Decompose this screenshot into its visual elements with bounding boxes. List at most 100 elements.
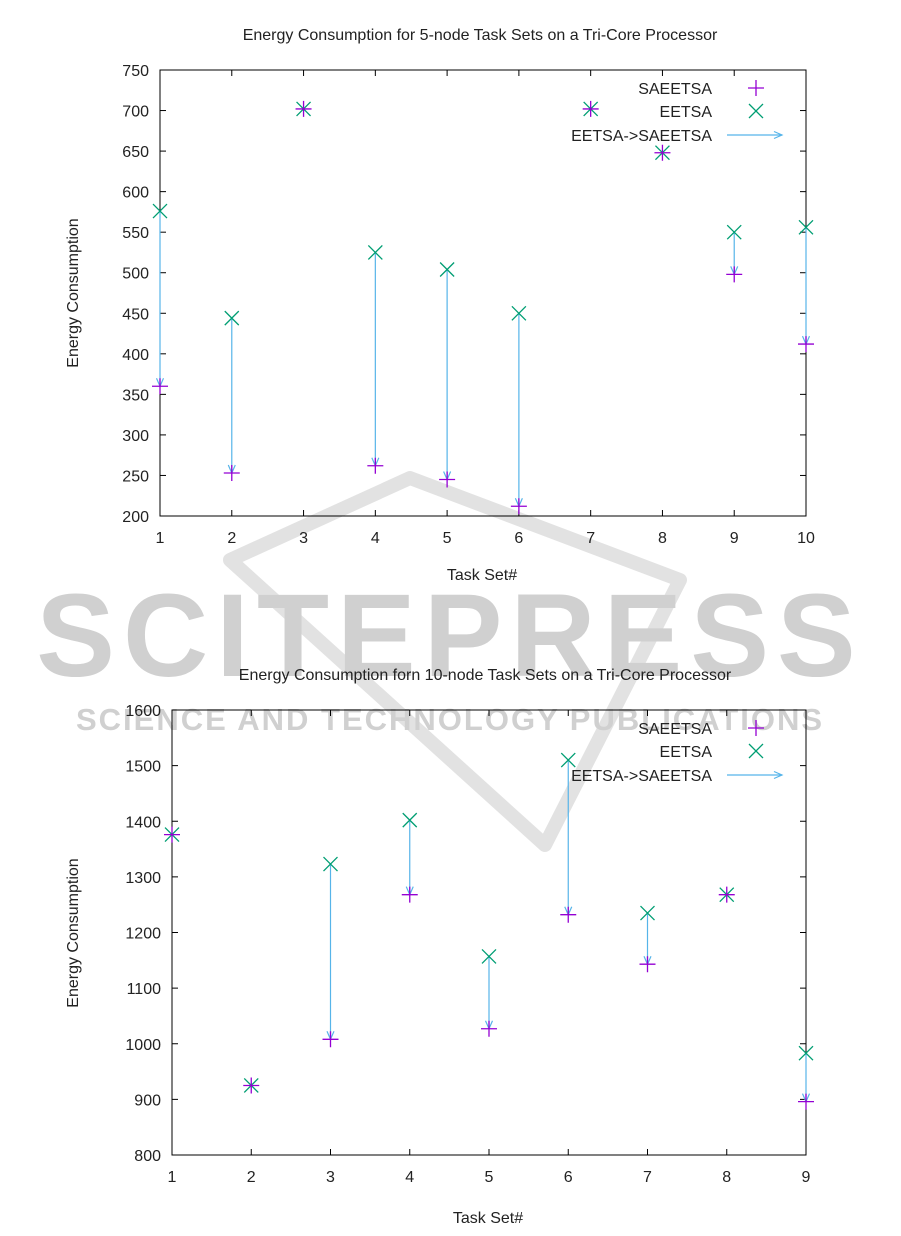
- y-tick-label: 1200: [125, 926, 161, 943]
- x-tick-label: 10: [797, 530, 815, 547]
- x-tick-label: 1: [168, 1169, 177, 1186]
- arrow-mark: [405, 820, 414, 897]
- saeetsa-point: [243, 1077, 260, 1094]
- eetsa-point: [439, 262, 455, 277]
- x-tick-label: 8: [722, 1169, 731, 1186]
- arrow-mark: [801, 227, 811, 346]
- chart-5-node-svg: Energy Consumption for 5-node Task Sets …: [65, 27, 815, 584]
- saeetsa-point: [726, 266, 743, 283]
- saeetsa-point: [560, 906, 577, 923]
- y-tick-label: 650: [122, 144, 149, 161]
- legend-label: SAEETSA: [638, 81, 712, 98]
- x-axis-label: Task Set#: [453, 1210, 523, 1227]
- eetsa-point: [511, 305, 527, 321]
- saeetsa-point: [152, 378, 168, 395]
- x-tick-label: 6: [564, 1169, 573, 1186]
- saeetsa-point: [510, 498, 527, 515]
- arrow-mark: [443, 269, 452, 482]
- saeetsa-point: [223, 465, 240, 482]
- x-tick-label: 4: [405, 1169, 414, 1186]
- y-tick-label: 1000: [125, 1037, 161, 1054]
- legend-label: SAEETSA: [638, 721, 712, 738]
- y-tick-label: 600: [122, 185, 149, 202]
- saeetsa-point: [367, 457, 384, 474]
- chart-5-node: Energy Consumption for 5-node Task Sets …: [0, 0, 901, 605]
- x-tick-label: 2: [227, 530, 236, 547]
- eetsa-point: [224, 310, 240, 326]
- saeetsa-point: [798, 336, 814, 353]
- eetsa-point: [798, 1045, 814, 1061]
- y-axis-label: Energy Consumption: [65, 218, 82, 367]
- watermark-word: SCITEPRESS: [36, 570, 864, 702]
- legend-saeetsa-symbol: [748, 720, 764, 736]
- x-tick-label: 9: [730, 530, 739, 547]
- y-tick-label: 1400: [125, 814, 161, 831]
- arrow-mark: [484, 956, 494, 1031]
- legend: SAEETSA EETSA EETSA->SAEETSA: [571, 80, 784, 145]
- data-marks: [152, 100, 814, 515]
- saeetsa-point: [481, 1020, 497, 1037]
- arrow-mark: [227, 318, 236, 475]
- legend-label: EETSA: [660, 104, 713, 121]
- saeetsa-point: [322, 1031, 339, 1048]
- y-tick-label: 750: [122, 63, 149, 80]
- eetsa-point: [640, 905, 655, 921]
- saeetsa-point: [654, 144, 671, 161]
- eetsa-point: [726, 224, 742, 240]
- watermark-logo-icon: [223, 471, 687, 852]
- arrow-mark: [155, 211, 165, 388]
- axis-ticks: 200 250 300 350 400 450 500 550 600 650 700 750 1 2 3 4…: [122, 63, 815, 547]
- y-tick-label: 1500: [125, 759, 161, 776]
- saeetsa-point: [164, 826, 180, 843]
- x-axis-label: Task Set#: [447, 567, 517, 584]
- legend-eetsa-symbol: [748, 103, 764, 119]
- legend-arrow-symbol: [727, 770, 784, 780]
- y-tick-label: 300: [122, 428, 149, 445]
- chart-title: Energy Consumption forn 10-node Task Set…: [239, 667, 732, 684]
- x-tick-label: 1: [156, 530, 165, 547]
- y-tick-label: 550: [122, 225, 149, 242]
- eetsa-point: [798, 219, 814, 235]
- legend-label: EETSA->SAEETSA: [571, 128, 712, 145]
- saeetsa-point: [295, 100, 312, 117]
- saeetsa-point: [439, 471, 456, 488]
- y-tick-label: 500: [122, 266, 149, 283]
- watermark-subtitle: SCIENCE AND TECHNOLOGY PUBLICATIONS: [76, 702, 824, 737]
- eetsa-point: [481, 948, 497, 964]
- eetsa-point: [323, 856, 338, 872]
- x-tick-label: 4: [371, 530, 380, 547]
- y-tick-label: 350: [122, 387, 149, 404]
- eetsa-point: [367, 244, 383, 260]
- legend: SAEETSA EETSA EETSA->SAEETSA: [571, 720, 784, 785]
- x-tick-label: 5: [443, 530, 452, 547]
- x-tick-label: 9: [802, 1169, 811, 1186]
- legend-label: EETSA->SAEETSA: [571, 768, 712, 785]
- eetsa-point: [560, 752, 576, 768]
- eetsa-point: [402, 812, 418, 828]
- saeetsa-point: [401, 886, 418, 903]
- y-tick-label: 450: [122, 306, 149, 323]
- legend-saeetsa-symbol: [748, 80, 764, 96]
- arrow-mark: [514, 313, 523, 508]
- x-tick-label: 7: [586, 530, 595, 547]
- y-tick-label: 200: [122, 509, 149, 526]
- y-tick-label: 800: [134, 1148, 161, 1165]
- arrow-mark: [371, 252, 380, 468]
- y-tick-label: 1100: [127, 981, 162, 998]
- axis-ticks: 800 900 1000 1100 1200 1300 1400 1500 1600 1 2 3 4 5 6…: [125, 703, 810, 1186]
- arrow-mark: [326, 864, 335, 1041]
- y-tick-label: 1300: [125, 870, 161, 887]
- x-tick-label: 3: [299, 530, 308, 547]
- y-tick-label: 400: [122, 347, 149, 364]
- y-tick-label: 1600: [125, 703, 161, 720]
- data-marks: [164, 752, 814, 1110]
- legend-label: EETSA: [660, 744, 713, 761]
- saeetsa-point: [582, 100, 599, 117]
- x-tick-label: 2: [247, 1169, 256, 1186]
- y-tick-label: 250: [122, 468, 149, 485]
- y-tick-label: 700: [122, 104, 149, 121]
- chart-title: Energy Consumption for 5-node Task Sets …: [243, 27, 718, 44]
- x-tick-label: 6: [514, 530, 523, 547]
- y-tick-label: 900: [134, 1092, 161, 1109]
